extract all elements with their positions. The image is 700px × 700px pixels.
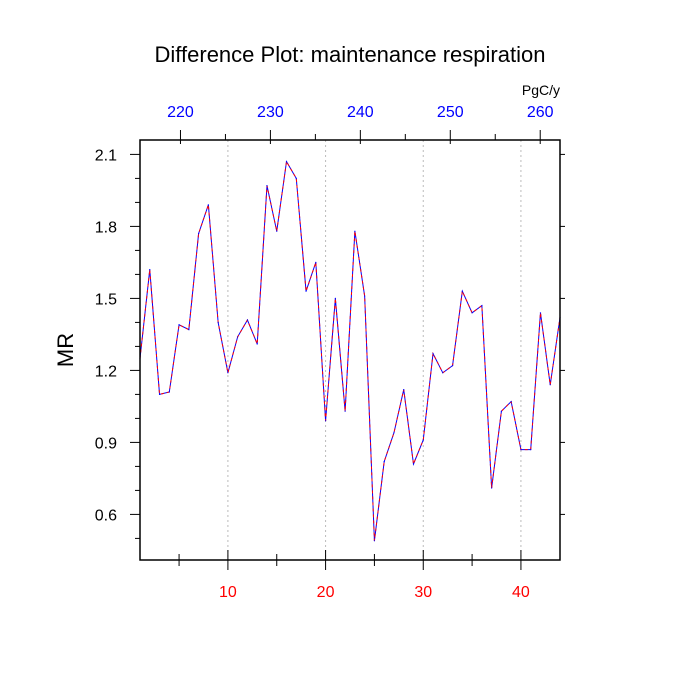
data-point	[432, 353, 434, 355]
data-point	[295, 177, 297, 179]
data-point	[266, 185, 268, 187]
y-tick-label: 1.8	[95, 219, 117, 236]
chart-title: Difference Plot: maintenance respiration	[155, 42, 546, 67]
bottom-tick-label: 20	[317, 584, 335, 601]
data-point	[442, 372, 444, 374]
data-point	[217, 321, 219, 323]
data-point	[207, 204, 209, 206]
data-point	[237, 336, 239, 338]
bottom-tick-label: 30	[414, 584, 432, 601]
data-point	[344, 410, 346, 412]
data-point	[315, 261, 317, 263]
data-point	[158, 393, 161, 395]
top-axis-units: PgC/y	[522, 82, 560, 98]
data-point	[168, 391, 170, 393]
data-point	[364, 295, 366, 297]
y-axis-label: MR	[53, 333, 78, 367]
data-point	[383, 461, 385, 463]
data-point	[334, 297, 336, 299]
data-point	[393, 432, 395, 434]
data-point	[188, 329, 190, 331]
data-point	[451, 365, 454, 367]
y-tick-label: 0.6	[95, 507, 117, 524]
top-tick-label: 230	[257, 104, 284, 121]
data-point	[178, 324, 180, 326]
data-point	[530, 449, 532, 451]
data-point	[539, 312, 542, 314]
data-point	[412, 463, 415, 465]
data-point	[373, 540, 376, 542]
data-point	[246, 319, 249, 321]
data-point	[324, 420, 327, 422]
data-point	[491, 487, 493, 489]
data-point	[354, 230, 356, 232]
data-point	[256, 343, 258, 345]
data-point	[500, 410, 502, 412]
data-point	[149, 269, 151, 271]
data-point	[227, 372, 229, 374]
y-tick-label: 0.9	[95, 435, 117, 452]
y-tick-label: 1.2	[95, 363, 117, 380]
top-tick-label: 240	[347, 104, 374, 121]
top-tick-label: 250	[437, 104, 464, 121]
data-point	[422, 439, 424, 441]
bottom-tick-label: 40	[512, 584, 530, 601]
data-point	[285, 161, 288, 163]
data-point	[403, 389, 405, 391]
series-line-secondary	[139, 160, 561, 541]
data-point	[471, 312, 473, 314]
top-tick-label: 220	[167, 104, 194, 121]
bottom-tick-label: 10	[219, 584, 237, 601]
data-point	[481, 305, 483, 307]
data-point	[520, 449, 522, 451]
grid-lines	[227, 140, 522, 560]
data-point	[276, 230, 278, 232]
plot-frame	[139, 139, 561, 561]
data-point	[549, 384, 551, 386]
y-tick-label: 1.5	[95, 291, 117, 308]
y-tick-label: 2.1	[95, 147, 117, 164]
data-point	[510, 401, 512, 403]
data-point	[305, 290, 307, 292]
series-lines	[139, 160, 561, 542]
series-line-primary	[139, 160, 561, 541]
axes: 10 20 30 40 220 230 240 250 260 0.6 0.9 1.2 1.5 1.8 2.…	[95, 104, 565, 601]
top-tick-label: 260	[527, 104, 554, 121]
data-point	[461, 290, 463, 292]
data-point	[198, 233, 200, 235]
